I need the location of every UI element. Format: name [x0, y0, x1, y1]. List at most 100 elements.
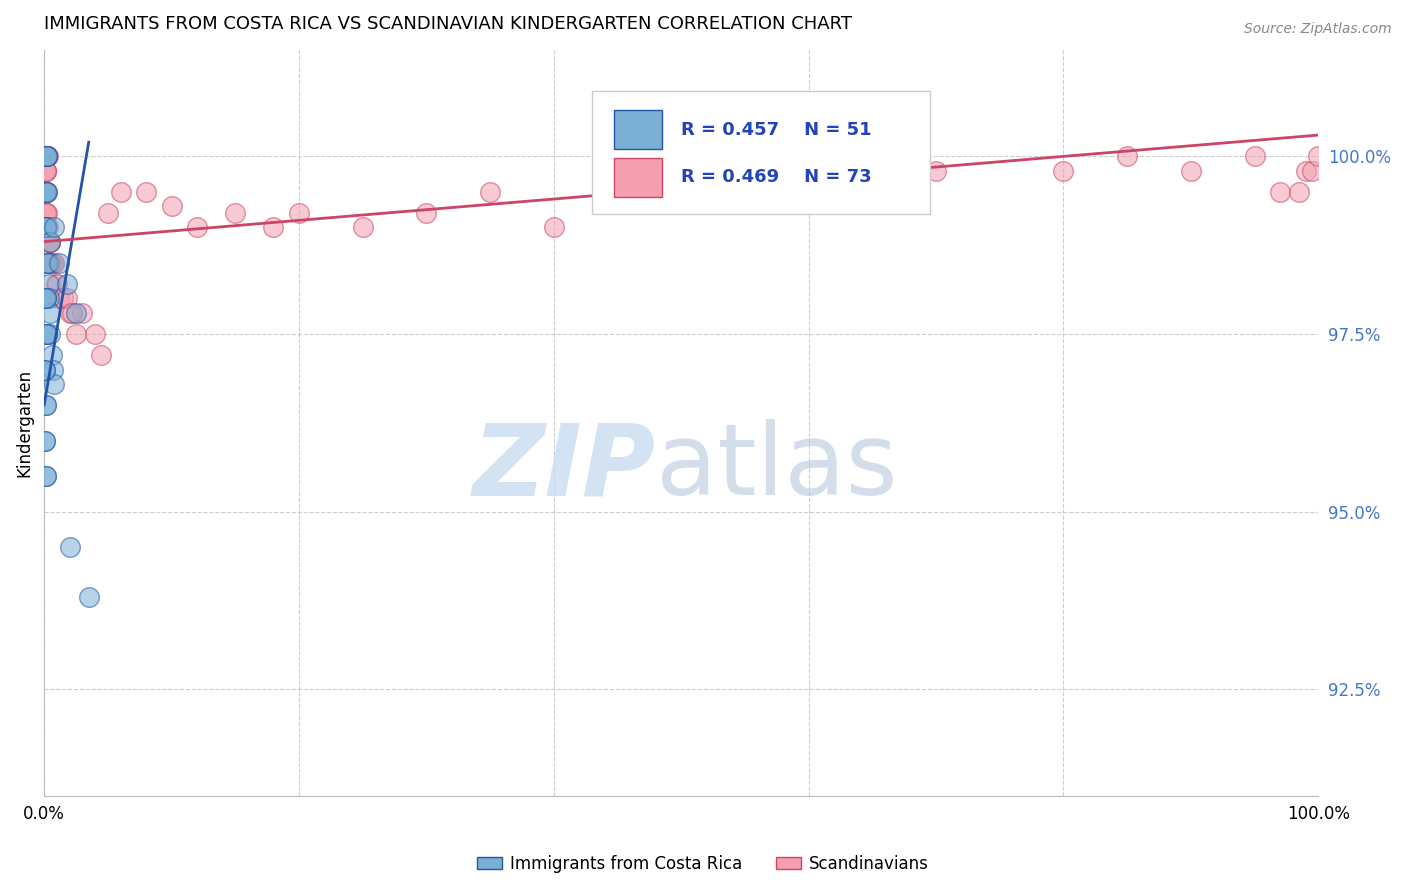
Point	[97, 206, 120, 220]
Point	[288, 206, 311, 220]
Point	[84, 326, 107, 341]
Point	[35, 206, 58, 220]
Point	[58, 306, 80, 320]
Point	[35, 185, 58, 199]
Point	[34, 149, 56, 163]
Point	[1180, 163, 1202, 178]
Point	[34, 163, 56, 178]
Point	[34, 149, 56, 163]
Point	[262, 220, 284, 235]
Point	[35, 185, 58, 199]
Point	[52, 292, 75, 306]
Point	[797, 163, 820, 178]
Point	[38, 235, 60, 249]
Point	[38, 277, 60, 292]
Point	[35, 469, 58, 483]
Point	[35, 326, 58, 341]
Text: R = 0.457    N = 51: R = 0.457 N = 51	[681, 120, 872, 138]
Point	[58, 540, 80, 554]
Point	[34, 469, 56, 483]
Point	[35, 149, 58, 163]
Point	[734, 185, 756, 199]
Point	[34, 185, 56, 199]
Point	[56, 277, 79, 292]
Point	[42, 362, 65, 376]
Point	[34, 292, 56, 306]
Point	[44, 376, 66, 391]
Point	[72, 306, 94, 320]
Point	[37, 220, 59, 235]
Point	[34, 362, 56, 376]
Point	[1308, 149, 1330, 163]
Point	[186, 220, 208, 235]
Point	[35, 163, 58, 178]
Point	[38, 256, 60, 270]
Point	[34, 206, 56, 220]
Point	[35, 185, 58, 199]
Point	[35, 185, 58, 199]
FancyBboxPatch shape	[592, 91, 929, 214]
Point	[160, 199, 183, 213]
Point	[34, 149, 56, 163]
Point	[35, 206, 58, 220]
Point	[38, 306, 60, 320]
Point	[35, 326, 58, 341]
Text: ZIP: ZIP	[472, 419, 655, 516]
Point	[35, 256, 58, 270]
Point	[1243, 149, 1265, 163]
Y-axis label: Kindergarten: Kindergarten	[15, 368, 32, 477]
Point	[224, 206, 246, 220]
Point	[34, 185, 56, 199]
Point	[1301, 163, 1323, 178]
Point	[77, 590, 100, 604]
Bar	[613, 111, 662, 149]
Point	[48, 292, 70, 306]
Point	[38, 292, 60, 306]
Point	[34, 185, 56, 199]
Point	[65, 326, 87, 341]
Point	[35, 292, 58, 306]
Point	[1116, 149, 1139, 163]
Point	[34, 398, 56, 412]
Point	[1288, 185, 1310, 199]
Point	[34, 149, 56, 163]
Point	[37, 256, 59, 270]
Point	[37, 256, 59, 270]
Point	[37, 220, 59, 235]
Point	[543, 220, 565, 235]
Point	[415, 206, 437, 220]
Point	[38, 235, 60, 249]
Point	[35, 206, 58, 220]
Point	[37, 326, 59, 341]
Point	[1295, 163, 1317, 178]
Point	[38, 256, 60, 270]
Point	[34, 149, 56, 163]
Point	[34, 220, 56, 235]
Point	[44, 256, 66, 270]
Point	[35, 185, 58, 199]
Point	[90, 348, 112, 362]
Point	[34, 434, 56, 448]
Text: R = 0.469    N = 73: R = 0.469 N = 73	[681, 169, 872, 186]
Point	[34, 185, 56, 199]
Point	[39, 235, 62, 249]
Point	[39, 235, 62, 249]
Point	[60, 306, 83, 320]
Point	[56, 292, 79, 306]
Point	[34, 149, 56, 163]
Point	[39, 326, 62, 341]
Point	[34, 163, 56, 178]
Point	[34, 220, 56, 235]
Point	[35, 220, 58, 235]
Point	[45, 277, 67, 292]
Text: IMMIGRANTS FROM COSTA RICA VS SCANDINAVIAN KINDERGARTEN CORRELATION CHART: IMMIGRANTS FROM COSTA RICA VS SCANDINAVI…	[44, 15, 852, 33]
Point	[37, 149, 59, 163]
Point	[34, 434, 56, 448]
Point	[41, 348, 63, 362]
Point	[34, 149, 56, 163]
Point	[1052, 163, 1074, 178]
Point	[135, 185, 157, 199]
Point	[48, 256, 70, 270]
Point	[35, 149, 58, 163]
Point	[34, 292, 56, 306]
